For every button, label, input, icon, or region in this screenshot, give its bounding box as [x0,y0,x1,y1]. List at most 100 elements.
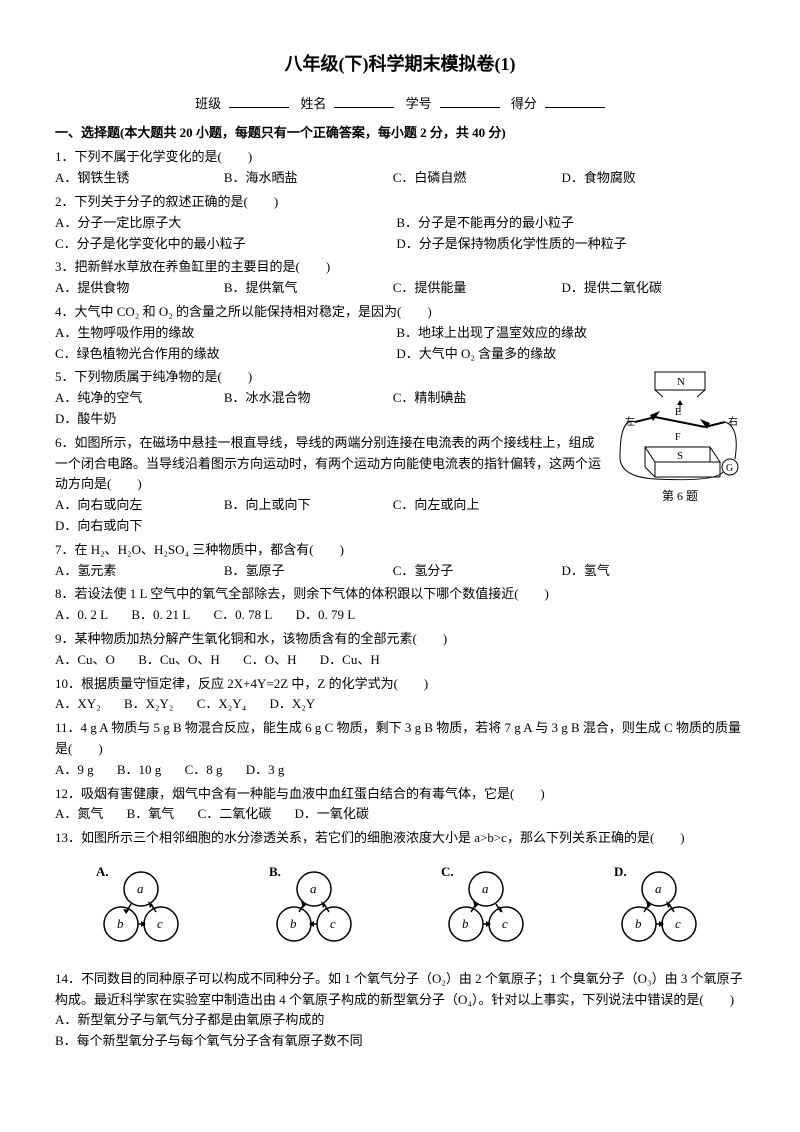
q10-text: 10．根据质量守恒定律，反应 2X+4Y=2Z 中，Z 的化学式为( ) [55,674,745,695]
q11-opt-c: C．8 g [185,760,223,781]
q11-opt-d: D．3 g [246,760,285,781]
q13-diagrams: A. a b c B. a b c [55,864,745,954]
question-6: 6．如图所示，在磁场中悬挂一根直导线，导线的两端分别连接在电流表的两个接线柱上，… [55,433,745,537]
score-blank [545,94,605,108]
q9-opt-b: B．Cu、O、H [138,650,220,671]
q9-text: 9．某种物质加热分解产生氧化铜和水，该物质含有的全部元素( ) [55,629,745,650]
q4-opt-a: A．生物呼吸作用的缘故 [55,323,393,344]
q5-text: 5．下列物质属于纯净物的是( ) [55,367,745,388]
cells-diagram-c-icon: C. a b c [431,864,541,954]
q10-opt-b: B．X₂Y₂ [124,694,174,715]
q5-opt-c: C．精制碘盐 [393,388,559,409]
q2-opt-c: C．分子是化学变化中的最小粒子 [55,234,393,255]
q8-opt-d: D．0. 79 L [296,605,356,626]
svg-text:b: b [462,916,469,931]
class-label: 班级 [195,96,221,111]
cells-diagram-b-icon: B. a b c [259,864,369,954]
q5-opt-a: A．纯净的空气 [55,388,221,409]
question-7: 7．在 H₂、H₂O、H₂SO₄ 三种物质中，都含有( ) A．氢元素 B．氢原… [55,540,745,582]
q2-opt-a: A．分子一定比原子大 [55,213,393,234]
svg-text:b: b [290,916,297,931]
svg-text:c: c [502,916,508,931]
score-label: 得分 [511,96,537,111]
q4-opt-c: C．绿色植物光合作用的缘故 [55,344,393,365]
svg-text:c: c [157,916,163,931]
q11-text: 11．4 g A 物质与 5 g B 物混合反应，能生成 6 g C 物质，剩下… [55,718,745,760]
question-4: 4．大气中 CO₂ 和 O₂ 的含量之所以能保持相对稳定，是因为( ) A．生物… [55,302,745,364]
q4-opt-b: B．地球上出现了温室效应的缘故 [396,323,734,344]
q14-text: 14．不同数目的同种原子可以构成不同种分子。如 1 个氧气分子（O₂）由 2 个… [55,969,745,1011]
cells-diagram-d-icon: D. a b c [604,864,714,954]
q6-opt-c: C．向左或向上 [393,495,559,516]
svg-text:C.: C. [441,864,454,879]
q9-opt-d: D．Cu、H [320,650,380,671]
q2-text: 2．下列关于分子的叙述正确的是( ) [55,192,745,213]
student-info-row: 班级 姓名 学号 得分 [55,94,745,115]
question-10: 10．根据质量守恒定律，反应 2X+4Y=2Z 中，Z 的化学式为( ) A．X… [55,674,745,716]
q13-option-c: C. a b c [431,864,541,954]
q14-opt-a: A．新型氧分子与氧气分子都是由氧原子构成的 [55,1010,745,1031]
q10-opt-a: A．XY₂ [55,694,101,715]
q8-text: 8．若设法使 1 L 空气中的氧气全部除去，则余下气体的体积跟以下哪个数值接近(… [55,584,745,605]
q7-opt-c: C．氢分子 [393,561,559,582]
name-blank [334,94,394,108]
q8-opt-c: C．0. 78 L [213,605,272,626]
q1-text: 1．下列不属于化学变化的是( ) [55,147,745,168]
q3-opt-d: D．提供二氧化碳 [562,278,728,299]
q2-opt-b: B．分子是不能再分的最小粒子 [396,213,734,234]
q1-opt-b: B．海水晒盐 [224,168,390,189]
q4-opt-d: D．大气中 O₂ 含量多的缘故 [396,344,734,365]
question-8: 8．若设法使 1 L 空气中的氧气全部除去，则余下气体的体积跟以下哪个数值接近(… [55,584,745,626]
q2-opt-d: D．分子是保持物质化学性质的一种粒子 [396,234,734,255]
svg-text:a: a [310,881,317,896]
class-blank [229,94,289,108]
svg-text:c: c [675,916,681,931]
q4-text: 4．大气中 CO₂ 和 O₂ 的含量之所以能保持相对稳定，是因为( ) [55,302,745,323]
svg-text:A.: A. [96,864,109,879]
question-13: 13．如图所示三个相邻细胞的水分渗透关系，若它们的细胞液浓度大小是 a>b>c，… [55,828,745,849]
q13-text: 13．如图所示三个相邻细胞的水分渗透关系，若它们的细胞液浓度大小是 a>b>c，… [55,828,745,849]
q13-option-d: D. a b c [604,864,714,954]
q11-opt-a: A．9 g [55,760,94,781]
svg-text:D.: D. [614,864,627,879]
cells-diagram-a-icon: A. a b c [86,864,196,954]
q3-text: 3．把新鲜水草放在养鱼缸里的主要目的是( ) [55,257,745,278]
question-2: 2．下列关于分子的叙述正确的是( ) A．分子一定比原子大 B．分子是不能再分的… [55,192,745,254]
q10-opt-c: C．X₂Y₄ [197,694,247,715]
q12-opt-a: A．氮气 [55,804,103,825]
q9-opt-c: C．O、H [243,650,296,671]
id-blank [440,94,500,108]
q6-opt-d: D．向右或向下 [55,516,221,537]
q3-opt-a: A．提供食物 [55,278,221,299]
q6-opt-a: A．向右或向左 [55,495,221,516]
q7-opt-b: B．氢原子 [224,561,390,582]
question-9: 9．某种物质加热分解产生氧化铜和水，该物质含有的全部元素( ) A．Cu、O B… [55,629,745,671]
q13-option-b: B. a b c [259,864,369,954]
q6-text: 6．如图所示，在磁场中悬挂一根直导线，导线的两端分别连接在电流表的两个接线柱上，… [55,433,745,495]
q1-opt-d: D．食物腐败 [562,168,728,189]
name-label: 姓名 [300,96,326,111]
svg-text:B.: B. [269,864,281,879]
question-3: 3．把新鲜水草放在养鱼缸里的主要目的是( ) A．提供食物 B．提供氧气 C．提… [55,257,745,299]
q7-opt-d: D．氢气 [562,561,728,582]
svg-text:a: a [482,881,489,896]
q6-opt-b: B．向上或向下 [224,495,390,516]
svg-text:c: c [330,916,336,931]
question-5: 5．下列物质属于纯净物的是( ) A．纯净的空气 B．冰水混合物 C．精制碘盐 … [55,367,745,429]
svg-text:b: b [635,916,642,931]
q12-opt-b: B．氧气 [127,804,175,825]
svg-text:a: a [655,881,662,896]
page-title: 八年级(下)科学期末模拟卷(1) [55,50,745,79]
question-11: 11．4 g A 物质与 5 g B 物混合反应，能生成 6 g C 物质，剩下… [55,718,745,780]
q12-opt-c: C．二氧化碳 [198,804,272,825]
q12-text: 12．吸烟有害健康，烟气中含有一种能与血液中血红蛋白结合的有毒气体，它是( ) [55,784,745,805]
q14-opt-b: B．每个新型氧分子与每个氧气分子含有氧原子数不同 [55,1031,745,1052]
q1-opt-c: C．白磷自燃 [393,168,559,189]
svg-text:a: a [137,881,144,896]
q3-opt-b: B．提供氧气 [224,278,390,299]
id-label: 学号 [406,96,432,111]
q7-opt-a: A．氢元素 [55,561,221,582]
q7-text: 7．在 H₂、H₂O、H₂SO₄ 三种物质中，都含有( ) [55,540,745,561]
q8-opt-a: A．0. 2 L [55,605,108,626]
svg-text:b: b [117,916,124,931]
